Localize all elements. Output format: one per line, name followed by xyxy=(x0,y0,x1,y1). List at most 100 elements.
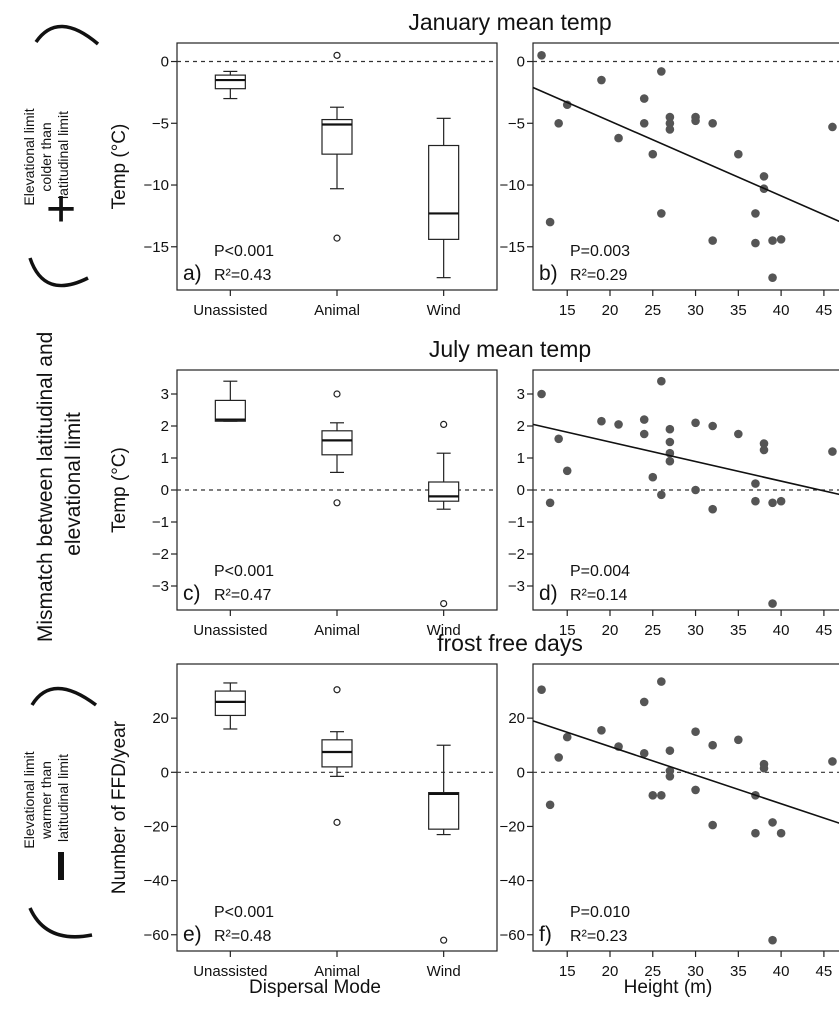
data-point xyxy=(562,732,572,742)
data-point xyxy=(554,434,563,444)
y-tick-label: −1 xyxy=(508,514,525,531)
x-tick-label: 25 xyxy=(644,302,661,319)
y-tick-label: 2 xyxy=(161,418,169,435)
y-tick-label: 0 xyxy=(517,54,525,71)
data-point xyxy=(691,785,700,795)
r-squared: R²=0.14 xyxy=(570,587,627,604)
x-axis-label-right: Height (m) xyxy=(624,977,713,998)
data-point xyxy=(768,599,777,608)
y-tick-label: −60 xyxy=(144,927,169,944)
y-tick-label: 0 xyxy=(161,764,169,781)
x-tick-label: 15 xyxy=(559,302,576,319)
panel-f: 20 0 −20 −40 −60 15 20 25 30 35 40 45 f) P=0.010 R²=0.… xyxy=(500,663,839,980)
y-tick-label: −60 xyxy=(500,927,525,944)
data-point xyxy=(751,238,760,248)
y-tick-label: 3 xyxy=(517,386,525,403)
data-point xyxy=(734,149,743,159)
data-point xyxy=(639,749,649,758)
x-tick-label: 35 xyxy=(730,302,747,319)
panel-a: 0 −5 −10 −15 January mean temp Temp (°C) Unass… xyxy=(109,9,612,319)
data-point xyxy=(768,236,777,245)
data-point xyxy=(657,791,666,800)
y-tick-label: −15 xyxy=(144,239,169,256)
box xyxy=(214,399,246,422)
data-point xyxy=(554,753,563,762)
data-point xyxy=(562,466,572,476)
x-tick-label: 20 xyxy=(602,963,619,980)
data-point xyxy=(537,389,546,399)
y-tick-label: −2 xyxy=(508,546,525,563)
outlier-point xyxy=(333,390,341,398)
x-tick-label: 15 xyxy=(559,622,576,639)
data-point xyxy=(639,94,649,103)
x-tick-label: 45 xyxy=(816,963,833,980)
outlier-point xyxy=(333,234,341,242)
data-point xyxy=(768,935,777,945)
y-tick-label: −40 xyxy=(144,873,169,890)
data-point xyxy=(708,118,717,128)
data-point xyxy=(691,418,700,428)
data-point xyxy=(665,112,675,122)
top-annotation: Elevational limit colder than latitudina… xyxy=(21,104,71,205)
box xyxy=(321,430,353,456)
y-tick-label: −10 xyxy=(144,177,169,194)
box xyxy=(214,74,246,90)
r-squared: R²=0.29 xyxy=(570,267,627,284)
panel-title: July mean temp xyxy=(429,336,591,362)
data-point xyxy=(734,735,743,745)
data-point xyxy=(657,67,666,76)
panel-letter: a) xyxy=(183,262,202,285)
panel-title: January mean temp xyxy=(408,9,611,35)
p-value: P=0.004 xyxy=(570,563,630,580)
data-point xyxy=(665,746,675,755)
x-tick-label: 45 xyxy=(816,622,833,639)
y-axis-label: Number of FFD/year xyxy=(109,720,130,894)
data-point xyxy=(751,496,760,506)
x-tick-label: Wind xyxy=(427,302,461,319)
x-tick-label: 20 xyxy=(602,622,619,639)
data-point xyxy=(537,51,546,60)
x-tick-label: Unassisted xyxy=(193,302,267,319)
data-point xyxy=(665,772,675,781)
x-tick-label: Animal xyxy=(314,622,360,639)
data-point xyxy=(708,504,717,514)
data-point xyxy=(759,172,769,181)
y-tick-label: −1 xyxy=(152,514,169,531)
x-tick-label: Unassisted xyxy=(193,963,267,980)
top-bracket-close xyxy=(28,257,89,288)
data-point xyxy=(708,820,717,830)
box xyxy=(214,690,246,717)
data-point xyxy=(665,118,675,128)
panel-letter: f) xyxy=(539,923,552,946)
data-point xyxy=(614,133,623,143)
y-tick-label: −2 xyxy=(152,546,169,563)
box xyxy=(321,739,353,768)
data-point xyxy=(648,472,658,482)
y-tick-label: 20 xyxy=(508,710,525,727)
data-point xyxy=(691,727,700,736)
y-tick-label: 0 xyxy=(517,764,525,781)
x-tick-label: Wind xyxy=(427,622,461,639)
data-point xyxy=(657,677,666,686)
outlier-point xyxy=(440,420,448,428)
data-point xyxy=(768,818,777,827)
outlier-point xyxy=(333,818,341,826)
y-tick-label: −40 xyxy=(500,873,525,890)
x-tick-label: 25 xyxy=(644,622,661,639)
y-tick-label: 0 xyxy=(161,482,169,499)
x-axis-label-left: Dispersal Mode xyxy=(249,977,381,998)
bottom-annotation: Elevational limit warmer than latitudina… xyxy=(21,747,71,848)
panel-d: 3 2 1 0 −1 −2 −3 15 20 25 30 35 40 45 d) P=0.004 R²=0.14 xyxy=(508,369,839,639)
data-point xyxy=(639,415,649,424)
r-squared: R²=0.23 xyxy=(570,928,627,945)
panel-letter: b) xyxy=(539,262,558,285)
x-tick-label: 25 xyxy=(644,963,661,980)
panel-title: frost free days xyxy=(437,630,583,656)
data-point xyxy=(776,235,786,244)
data-point xyxy=(648,791,658,800)
outlier-point xyxy=(333,51,341,59)
x-tick-label: Wind xyxy=(427,963,461,980)
data-point xyxy=(665,424,675,434)
y-tick-label: 20 xyxy=(152,710,169,727)
